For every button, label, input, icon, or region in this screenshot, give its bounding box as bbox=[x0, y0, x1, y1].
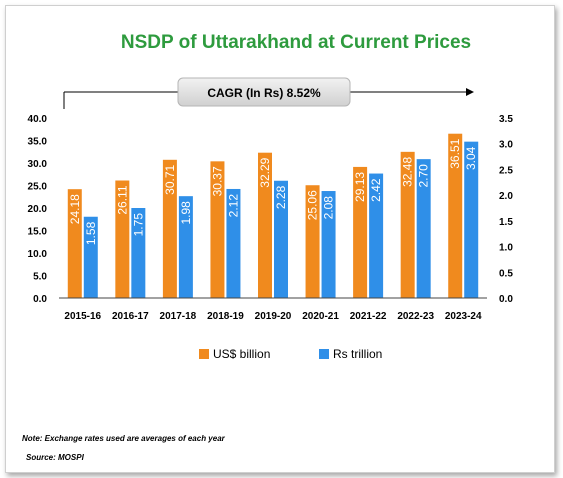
footnote-source: Source: MOSPI bbox=[26, 453, 84, 462]
cagr-annotation: CAGR (In Rs) 8.52% bbox=[63, 77, 474, 109]
cagr-arrow-head bbox=[466, 88, 474, 96]
x-tick-label: 2017-18 bbox=[160, 311, 197, 322]
bar-usd-billion bbox=[258, 152, 272, 298]
data-label-usd-billion: 24.18 bbox=[68, 194, 82, 224]
y-left-tick-label: 15.0 bbox=[28, 227, 48, 238]
data-label-usd-billion: 32.29 bbox=[258, 157, 272, 187]
x-tick-label: 2022-23 bbox=[397, 311, 434, 322]
x-tick-label: 2023-24 bbox=[445, 311, 482, 322]
y-left-tick-label: 30.0 bbox=[28, 159, 48, 170]
y-left-tick-label: 5.0 bbox=[33, 272, 47, 283]
x-tick-label: 2018-19 bbox=[207, 311, 244, 322]
y-right-tick-label: 1.0 bbox=[499, 243, 513, 254]
data-label-rs-trillion: 3.04 bbox=[464, 146, 478, 170]
data-label-rs-trillion: 2.08 bbox=[322, 196, 336, 220]
data-label-usd-billion: 36.51 bbox=[448, 138, 462, 168]
bars-group: 24.181.58 26.111.75 30.711.98 30.372.12 32.2… bbox=[67, 133, 479, 298]
bar-usd-billion bbox=[448, 133, 463, 298]
data-label-usd-billion: 26.11 bbox=[115, 185, 129, 214]
legend-swatch-rs-trillion bbox=[319, 349, 329, 359]
y-left-tick-label: 25.0 bbox=[28, 182, 48, 193]
y-left-tick-label: 35.0 bbox=[28, 137, 48, 148]
footnote-exchange-rate: Note: Exchange rates used are averages o… bbox=[22, 434, 225, 443]
x-tick-label: 2016-17 bbox=[112, 311, 149, 322]
y-right-tick-label: 3.0 bbox=[499, 140, 513, 151]
y-left-tick-label: 0.0 bbox=[33, 294, 47, 305]
x-tick-label: 2020-21 bbox=[302, 311, 339, 322]
bar-rs-trillion bbox=[131, 208, 146, 298]
legend-swatch-usd-billion bbox=[199, 349, 209, 359]
y-right-tick-label: 0.0 bbox=[499, 294, 513, 305]
bar-usd-billion bbox=[353, 166, 368, 298]
bar-usd-billion bbox=[115, 180, 130, 298]
bar-chart: NSDP of Uttarakhand at Current Prices CA… bbox=[28, 32, 514, 361]
bar-usd-billion bbox=[400, 151, 415, 298]
bar-usd-billion bbox=[162, 159, 177, 298]
data-label-usd-billion: 32.48 bbox=[401, 157, 415, 187]
data-label-usd-billion: 25.06 bbox=[306, 190, 320, 220]
bar-rs-trillion bbox=[464, 141, 479, 298]
bar-rs-trillion bbox=[83, 216, 98, 298]
x-tick-label: 2021-22 bbox=[350, 311, 387, 322]
x-tick-label: 2015-16 bbox=[64, 311, 101, 322]
cagr-box bbox=[177, 77, 351, 107]
data-label-rs-trillion: 1.75 bbox=[131, 213, 145, 237]
data-label-rs-trillion: 2.28 bbox=[274, 185, 288, 209]
legend: US$ billion Rs trillion bbox=[199, 347, 382, 361]
y-right-tick-label: 2.5 bbox=[499, 165, 513, 176]
y-right-tick-label: 3.5 bbox=[499, 114, 513, 125]
x-axis: 2015-16 2016-17 2017-18 2018-19 2019-20 2020-… bbox=[59, 297, 487, 322]
y-left-tick-label: 10.0 bbox=[28, 249, 48, 260]
data-label-rs-trillion: 1.98 bbox=[179, 201, 193, 225]
y-axis-left: 0.0 5.0 10.0 15.0 20.0 25.0 30.0 35.0 40.0 bbox=[28, 114, 48, 305]
bar-rs-trillion bbox=[274, 180, 288, 298]
data-label-rs-trillion: 1.58 bbox=[84, 221, 98, 245]
legend-label-rs-trillion: Rs trillion bbox=[333, 347, 382, 361]
y-left-tick-label: 20.0 bbox=[28, 204, 48, 215]
y-left-tick-label: 40.0 bbox=[28, 114, 48, 125]
bar-rs-trillion bbox=[369, 173, 384, 298]
y-axis-right: 0.0 0.5 1.0 1.5 2.0 2.5 3.0 3.5 bbox=[499, 114, 513, 305]
bar-rs-trillion bbox=[178, 196, 193, 298]
data-label-rs-trillion: 2.70 bbox=[417, 164, 431, 188]
bar-usd-billion bbox=[210, 161, 225, 298]
data-label-usd-billion: 30.37 bbox=[210, 166, 224, 196]
bar-rs-trillion bbox=[416, 159, 431, 298]
data-label-rs-trillion: 2.12 bbox=[226, 194, 240, 218]
bar-rs-trillion bbox=[226, 188, 241, 298]
chart-title: NSDP of Uttarakhand at Current Prices bbox=[121, 32, 471, 53]
data-label-usd-billion: 30.71 bbox=[163, 164, 177, 194]
y-right-tick-label: 1.5 bbox=[499, 217, 513, 228]
bar-rs-trillion bbox=[321, 191, 336, 298]
y-right-tick-label: 2.0 bbox=[499, 191, 513, 202]
y-right-tick-label: 0.5 bbox=[499, 268, 513, 279]
x-tick-label: 2019-20 bbox=[255, 311, 292, 322]
chart-frame: NSDP of Uttarakhand at Current Prices CA… bbox=[5, 5, 555, 473]
data-label-rs-trillion: 2.42 bbox=[369, 178, 383, 202]
bar-usd-billion bbox=[305, 185, 320, 298]
bar-usd-billion bbox=[67, 189, 82, 298]
data-label-usd-billion: 29.13 bbox=[353, 172, 367, 202]
legend-label-usd-billion: US$ billion bbox=[213, 347, 270, 361]
cagr-text: CAGR (In Rs) 8.52% bbox=[207, 86, 321, 100]
